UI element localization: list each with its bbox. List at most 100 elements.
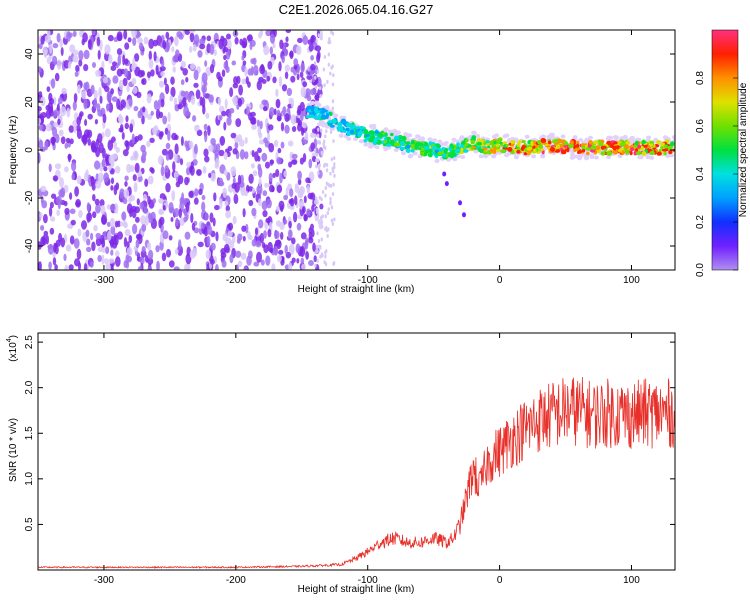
noise-blob xyxy=(117,220,121,228)
noise-blob xyxy=(330,218,334,223)
noise-blob xyxy=(244,136,248,145)
noise-blob xyxy=(201,201,206,212)
noise-blob xyxy=(283,219,288,225)
signal-cell xyxy=(423,146,430,150)
noise-blob xyxy=(217,96,222,106)
snr-y-label: SNR (10 * v/v) xyxy=(8,418,19,482)
noise-blob xyxy=(174,143,179,155)
noise-blob xyxy=(98,87,102,98)
noise-blob xyxy=(201,194,206,201)
noise-blob xyxy=(183,208,187,217)
signal-cell xyxy=(456,142,460,147)
noise-blob xyxy=(75,64,80,73)
noise-blob xyxy=(299,157,304,165)
colorbar-tick-label: 0.6 xyxy=(695,119,706,133)
noise-blob xyxy=(325,129,328,134)
noise-blob xyxy=(299,101,305,112)
noise-blob xyxy=(329,71,332,76)
signal-halo xyxy=(649,155,655,160)
noise-blob xyxy=(104,258,109,265)
signal-cell xyxy=(434,149,439,153)
noise-blob xyxy=(168,260,175,268)
noise-blob xyxy=(102,77,108,84)
signal-cell xyxy=(570,140,574,145)
noise-blob xyxy=(86,246,92,253)
signal-cell xyxy=(385,143,392,147)
noise-blob xyxy=(104,85,110,93)
noise-blob xyxy=(226,116,232,126)
noise-blob xyxy=(308,260,314,266)
signal-cell xyxy=(540,138,547,143)
noise-blob xyxy=(329,171,332,176)
noise-blob xyxy=(118,127,124,133)
signal-cell xyxy=(340,129,345,133)
noise-blob xyxy=(95,232,102,240)
signal-cell xyxy=(359,125,364,130)
spectrogram-x-label: Height of straight line (km) xyxy=(298,284,415,295)
signal-halo xyxy=(524,134,530,139)
noise-blob xyxy=(158,131,163,140)
noise-blob xyxy=(231,182,237,189)
y-tick-label: 0 xyxy=(24,147,35,153)
y-tick-label: 1.5 xyxy=(24,426,35,440)
noise-blob xyxy=(123,68,129,78)
signal-halo xyxy=(451,137,457,142)
noise-blob xyxy=(158,208,163,215)
noise-blob xyxy=(45,123,52,132)
noise-blob xyxy=(78,50,84,61)
noise-blob xyxy=(246,255,252,266)
noise-blob xyxy=(260,63,265,72)
noise-blob xyxy=(315,147,319,155)
noise-blob xyxy=(121,132,125,140)
noise-blob xyxy=(122,220,127,227)
noise-blob xyxy=(295,243,301,254)
noise-blob xyxy=(256,119,260,128)
y-tick-label: 2.0 xyxy=(24,380,35,394)
noise-blob xyxy=(221,110,227,117)
noise-blob xyxy=(295,45,302,55)
snr-panel: -300 -200 -100 0 100 0.5 1.0 1.5 2.0 2.5 Height … xyxy=(6,332,676,595)
noise-blob xyxy=(158,111,164,119)
noise-blob xyxy=(146,93,152,104)
signal-cell xyxy=(485,140,490,144)
signal-cell xyxy=(444,148,448,154)
noise-blob xyxy=(101,254,105,265)
signal-halo xyxy=(363,142,369,147)
signal-cell xyxy=(540,148,544,152)
noise-blob xyxy=(148,59,154,69)
x-tick-label: 100 xyxy=(623,575,640,586)
noise-blob xyxy=(293,211,298,223)
noise-blob xyxy=(129,165,135,172)
noise-blob xyxy=(244,266,248,270)
noise-blob xyxy=(83,263,88,270)
noise-blob xyxy=(274,248,279,255)
noise-blob xyxy=(306,95,312,102)
noise-blob xyxy=(87,39,92,50)
noise-blob xyxy=(332,182,335,187)
signal-cell xyxy=(521,140,526,144)
noise-blob xyxy=(104,44,111,55)
colorbar-tick-label: 0.4 xyxy=(695,167,706,181)
colorbar-gradient xyxy=(711,29,739,271)
signal-cell xyxy=(612,150,619,155)
noise-blob xyxy=(184,263,189,270)
noise-blob xyxy=(333,165,336,170)
noise-blob xyxy=(315,39,318,43)
noise-blob xyxy=(178,239,182,251)
signal-halo xyxy=(605,136,611,141)
noise-blob xyxy=(291,126,297,132)
noise-blob xyxy=(232,148,238,155)
noise-blob xyxy=(244,190,248,197)
noise-blob xyxy=(44,140,49,151)
signal-cell xyxy=(368,137,374,143)
noise-blob xyxy=(281,55,286,64)
noise-blob xyxy=(305,251,309,260)
noise-blob xyxy=(87,113,93,120)
noise-blob xyxy=(308,158,313,169)
signal-cell xyxy=(328,120,333,124)
noise-blob xyxy=(54,72,60,82)
signal-cell xyxy=(621,150,625,156)
noise-blob xyxy=(42,46,48,56)
noise-blob xyxy=(332,139,335,144)
noise-blob xyxy=(320,36,323,41)
